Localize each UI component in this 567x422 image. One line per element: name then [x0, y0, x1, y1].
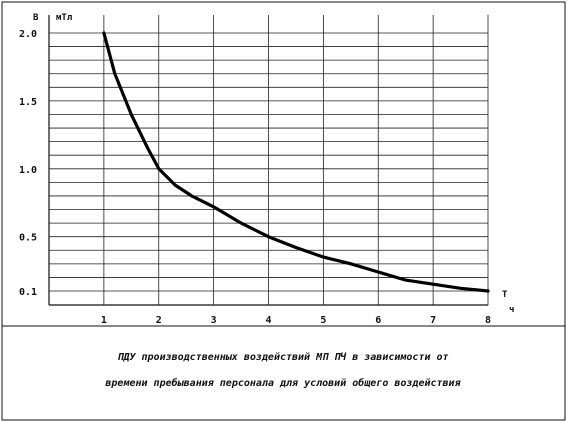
x-tick-label: 1 — [101, 315, 107, 326]
x-tick-label: 3 — [211, 315, 217, 326]
y-tick-label: 1.5 — [19, 97, 37, 108]
series-line — [102, 31, 490, 293]
x-tick-label: 5 — [320, 315, 326, 326]
x-tick-label: 8 — [485, 315, 491, 326]
y-tick-label: 2.0 — [19, 29, 37, 40]
caption-line-2: времени пребывания персонала для условий… — [105, 377, 460, 389]
x-tick-label: 2 — [156, 315, 162, 326]
x-tick-label: 6 — [375, 315, 381, 326]
x-tick-labels: 1 2 3 4 5 6 7 8 — [101, 315, 491, 326]
y-tick-label: 0.5 — [19, 233, 37, 244]
y-tick-label: 1.0 — [19, 165, 37, 176]
series — [102, 31, 490, 293]
grid — [49, 15, 489, 305]
x-axis-label: T — [502, 290, 508, 300]
caption-line-1: ПДУ производственных воздействий МП ПЧ в… — [117, 351, 448, 363]
x-tick-label: 4 — [265, 315, 271, 326]
x-tick-label: 7 — [430, 315, 436, 326]
x-axis-unit: ч — [509, 305, 514, 315]
y-tick-label: 0.1 — [19, 287, 37, 298]
y-axis-label: B — [33, 13, 39, 23]
axes — [48, 15, 488, 306]
y-axis-unit: мТл — [56, 13, 72, 23]
y-tick-labels: 2.0 1.5 1.0 0.5 0.1 — [19, 29, 37, 298]
